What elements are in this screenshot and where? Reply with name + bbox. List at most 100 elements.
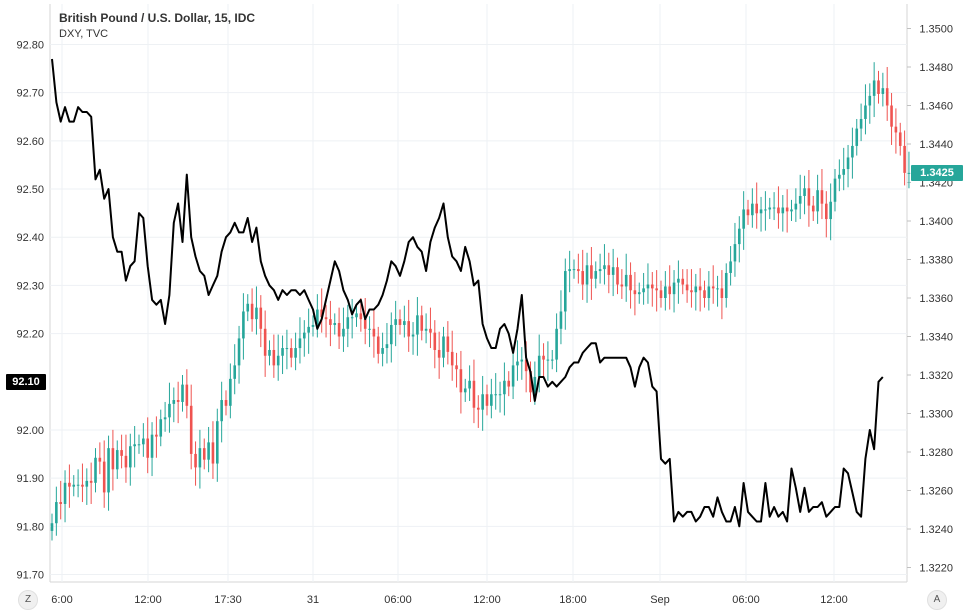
candlestick [115,440,119,479]
candle-body [342,328,345,337]
candle-body [459,369,463,393]
candlestick [150,422,154,477]
candle-body [542,355,545,360]
chart-title: British Pound / U.S. Dollar, 15, IDC [59,11,256,25]
candle-body [768,207,772,210]
candle-body [76,484,80,486]
candle-body [724,272,728,298]
candle-body [668,286,671,295]
candlestick [329,300,332,347]
candlestick [472,359,476,424]
candle-body [472,380,476,408]
candle-body [720,288,724,298]
candlestick [598,253,602,284]
candlestick [577,253,580,284]
candlestick [711,265,715,304]
candlestick [751,188,754,228]
zoom-reset-button[interactable]: Z [18,590,38,610]
candle-body [790,209,793,212]
candle-body [411,334,415,337]
candlestick [163,401,167,432]
candlestick [629,262,632,309]
candle-body [272,349,276,366]
candle-body [598,269,602,272]
auto-scale-button[interactable]: A [927,590,947,610]
candlestick [520,347,524,380]
candle-body [825,203,828,220]
candle-body [851,145,854,158]
candle-body [798,195,802,204]
candle-body [307,326,310,333]
candle-body [651,284,654,289]
right-axis-tick-label: 1.3280 [919,447,953,459]
candlestick [298,317,302,364]
candle-body [616,267,619,285]
x-axis-tick-label: 18:00 [559,594,587,606]
candlestick [129,433,132,486]
candle-body [298,338,302,349]
candle-body [842,169,845,175]
candlestick [281,335,284,375]
candle-body [233,365,236,379]
candle-body [407,321,410,337]
candle-body [185,384,189,406]
candle-body [320,309,323,318]
candlestick [816,174,819,224]
right-price-badge: 1.3425 [911,164,963,181]
candlestick [411,322,415,355]
candle-body [694,286,698,293]
candlestick [242,293,245,360]
candle-body [537,355,541,377]
candle-body [872,80,876,96]
candle-body [72,484,76,487]
candle-body [94,457,97,483]
candle-body [677,278,680,283]
candlestick [107,435,110,511]
candlestick [98,442,102,475]
candle-body [98,457,102,462]
candlestick [846,144,850,188]
candle-body [711,286,715,289]
candlestick [564,258,567,330]
candlestick [733,222,737,277]
candlestick [851,127,854,179]
candlestick [172,387,176,423]
candlestick [89,462,93,504]
candle-body [507,380,511,387]
candlestick [198,429,202,489]
candlestick [772,192,776,221]
candle-body [433,332,437,350]
candle-body [585,265,589,285]
candlestick [463,378,467,402]
candle-body [685,284,689,291]
candle-body [859,118,863,129]
x-axis-tick-label: 12:00 [820,594,848,606]
candle-body [250,303,254,320]
candle-body [350,317,354,319]
candlestick [185,369,189,419]
candle-body [385,344,389,349]
candlestick [594,261,598,289]
candle-body [637,292,641,295]
candle-body [355,313,358,318]
x-axis-tick-label: 12:00 [134,594,162,606]
candlestick [120,434,123,469]
candle-body [564,271,567,312]
x-axis-tick-label: Sep [650,594,670,606]
candlestick [481,375,484,431]
candlestick [746,199,750,225]
left-axis-tick-label: 92.70 [16,88,44,100]
candlestick [468,365,471,401]
candlestick [450,330,454,381]
candlestick [259,295,263,348]
left-axis-tick-label: 91.80 [16,521,44,533]
candle-body [846,157,850,170]
candlestick [633,272,637,316]
candle-body [394,319,397,325]
candlestick [63,470,67,523]
candle-body [633,290,637,295]
candlestick [477,395,480,428]
candle-body [603,265,606,270]
candlestick [372,310,376,358]
